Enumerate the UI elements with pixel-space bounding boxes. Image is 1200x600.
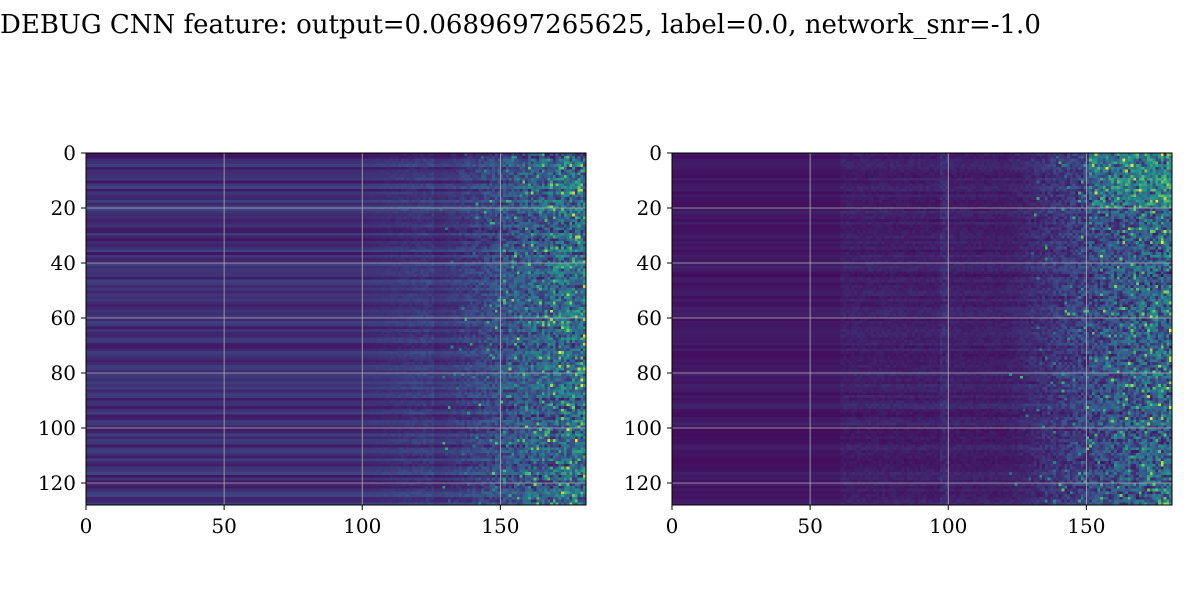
heatmap-panel-right: 0 50 100 150 0 20 40 60 80 100 120 [624,141,1173,538]
y-tick-label: 40 [637,251,662,275]
x-tick-label: 0 [666,514,679,538]
y-tick-label: 20 [637,196,662,220]
y-tick-label: 40 [51,251,76,275]
figure-title: DEBUG CNN feature: output=0.068969726562… [0,10,1041,40]
y-tick-label: 0 [649,141,662,165]
x-tick-label: 150 [1067,514,1105,538]
y-tick-label: 60 [51,306,76,330]
axes-frame [671,152,1173,506]
y-tick-label: 80 [637,361,662,385]
x-tick-label: 0 [80,514,93,538]
y-tick-label: 120 [624,471,662,495]
x-tick-label: 100 [343,514,381,538]
y-tick-label: 20 [51,196,76,220]
x-tick-label: 150 [481,514,519,538]
heatmap-image [86,153,586,505]
x-tick-label: 50 [211,514,236,538]
y-tick-label: 60 [637,306,662,330]
axes-frame [85,152,587,506]
y-tick-label: 100 [38,416,76,440]
heatmap-panel-left: 0 50 100 150 0 20 40 60 80 100 120 [38,141,587,538]
y-tick-label: 100 [624,416,662,440]
x-tick-label: 100 [929,514,967,538]
y-tick-label: 120 [38,471,76,495]
y-tick-label: 80 [51,361,76,385]
heatmap-image [672,153,1172,505]
y-tick-label: 0 [63,141,76,165]
x-tick-label: 50 [797,514,822,538]
